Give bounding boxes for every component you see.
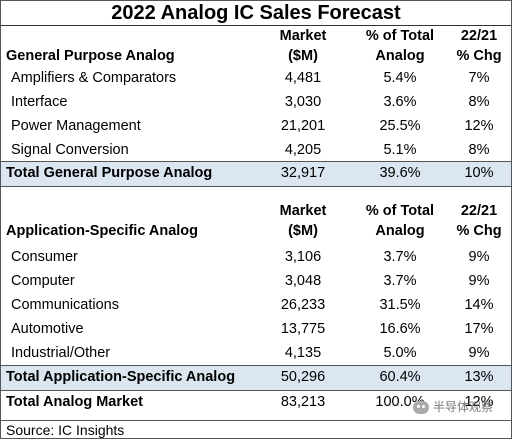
wechat-icon bbox=[413, 400, 429, 414]
row-market: 3,048 bbox=[284, 273, 322, 289]
row-chg: 8% bbox=[468, 142, 490, 158]
title-divider bbox=[1, 25, 511, 26]
row-pct: 3.7% bbox=[383, 273, 417, 289]
row-market: 4,481 bbox=[284, 70, 322, 86]
row-chg: 14% bbox=[464, 297, 494, 313]
row-pct: 25.5% bbox=[379, 118, 421, 134]
total-pct: 39.6% bbox=[379, 165, 421, 181]
watermark: 半导体观察 bbox=[413, 399, 493, 415]
table-row: Computer 3,048 3.7% 9% bbox=[1, 269, 511, 293]
grand-total-market: 83,213 bbox=[280, 394, 326, 410]
total-chg: 13% bbox=[464, 369, 494, 385]
row-label: Interface bbox=[11, 94, 68, 110]
row-pct: 5.0% bbox=[383, 345, 417, 361]
table-row: Amplifiers & Comparators 4,481 5.4% 7% bbox=[1, 66, 511, 90]
row-label: Industrial/Other bbox=[11, 345, 111, 361]
pct-header-line1: % of Total bbox=[365, 28, 435, 44]
row-market: 4,135 bbox=[284, 345, 322, 361]
pct-header-line1: % of Total bbox=[365, 203, 435, 219]
row-market: 13,775 bbox=[280, 321, 326, 337]
row-label: Amplifiers & Comparators bbox=[11, 70, 177, 86]
chg-header-line1: 22/21 bbox=[460, 203, 498, 219]
total-label: Total Application-Specific Analog bbox=[6, 369, 236, 385]
grand-total-chg: 12% bbox=[464, 394, 494, 410]
market-header-line2: ($M) bbox=[288, 48, 318, 64]
row-label: Signal Conversion bbox=[11, 142, 129, 158]
row-market: 21,201 bbox=[280, 118, 326, 134]
total-pct: 60.4% bbox=[379, 369, 421, 385]
total-market: 50,296 bbox=[280, 369, 326, 385]
table-row: Signal Conversion 4,205 5.1% 8% bbox=[1, 138, 511, 162]
general-header-row: General Purpose Analog Market ($M) % of … bbox=[1, 26, 511, 68]
total-chg: 10% bbox=[464, 165, 494, 181]
row-label: Consumer bbox=[11, 249, 78, 265]
total-market: 32,917 bbox=[280, 165, 326, 181]
table-row: Interface 3,030 3.6% 8% bbox=[1, 90, 511, 114]
row-pct: 5.4% bbox=[383, 70, 417, 86]
row-label: Automotive bbox=[11, 321, 84, 337]
row-chg: 7% bbox=[468, 70, 490, 86]
row-market: 3,030 bbox=[284, 94, 322, 110]
grand-total-row: Total Analog Market 83,213 100.0% 12% bbox=[1, 390, 511, 416]
source-note: Source: IC Insights bbox=[6, 422, 125, 438]
watermark-text: 半导体观察 bbox=[433, 400, 494, 414]
row-label: Communications bbox=[11, 297, 119, 313]
source-divider bbox=[1, 420, 511, 421]
chg-header-line2: % Chg bbox=[456, 48, 502, 64]
table-title: 2022 Analog IC Sales Forecast bbox=[111, 2, 401, 24]
row-label: Power Management bbox=[11, 118, 141, 134]
specific-section-label: Application-Specific Analog bbox=[6, 223, 199, 239]
row-market: 4,205 bbox=[284, 142, 322, 158]
market-header-line1: Market bbox=[279, 28, 327, 44]
row-chg: 17% bbox=[464, 321, 494, 337]
specific-header-row: Application-Specific Analog Market ($M) … bbox=[1, 201, 511, 243]
specific-total-row: Total Application-Specific Analog 50,296… bbox=[1, 365, 511, 391]
general-total-row: Total General Purpose Analog 32,917 39.6… bbox=[1, 161, 511, 187]
market-header-line2: ($M) bbox=[288, 223, 318, 239]
row-chg: 8% bbox=[468, 94, 490, 110]
row-chg: 9% bbox=[468, 249, 490, 265]
row-market: 3,106 bbox=[284, 249, 322, 265]
pct-header-line2: Analog bbox=[375, 48, 425, 64]
table-row: Power Management 21,201 25.5% 12% bbox=[1, 114, 511, 138]
row-pct: 31.5% bbox=[379, 297, 421, 313]
total-label: Total General Purpose Analog bbox=[6, 165, 213, 181]
general-section-label: General Purpose Analog bbox=[6, 48, 175, 64]
table-row: Consumer 3,106 3.7% 9% bbox=[1, 245, 511, 269]
grand-total-label: Total Analog Market bbox=[6, 394, 143, 410]
table-row: Communications 26,233 31.5% 14% bbox=[1, 293, 511, 317]
chg-header-line1: 22/21 bbox=[460, 28, 498, 44]
row-label: Computer bbox=[11, 273, 75, 289]
chg-header-line2: % Chg bbox=[456, 223, 502, 239]
row-market: 26,233 bbox=[280, 297, 326, 313]
row-pct: 16.6% bbox=[379, 321, 421, 337]
market-header-line1: Market bbox=[279, 203, 327, 219]
row-pct: 3.7% bbox=[383, 249, 417, 265]
table-row: Industrial/Other 4,135 5.0% 9% bbox=[1, 341, 511, 365]
row-chg: 9% bbox=[468, 345, 490, 361]
pct-header-line2: Analog bbox=[375, 223, 425, 239]
table-row: Automotive 13,775 16.6% 17% bbox=[1, 317, 511, 341]
row-pct: 5.1% bbox=[383, 142, 417, 158]
row-chg: 9% bbox=[468, 273, 490, 289]
row-chg: 12% bbox=[464, 118, 494, 134]
grand-total-pct: 100.0% bbox=[375, 394, 425, 410]
row-pct: 3.6% bbox=[383, 94, 417, 110]
